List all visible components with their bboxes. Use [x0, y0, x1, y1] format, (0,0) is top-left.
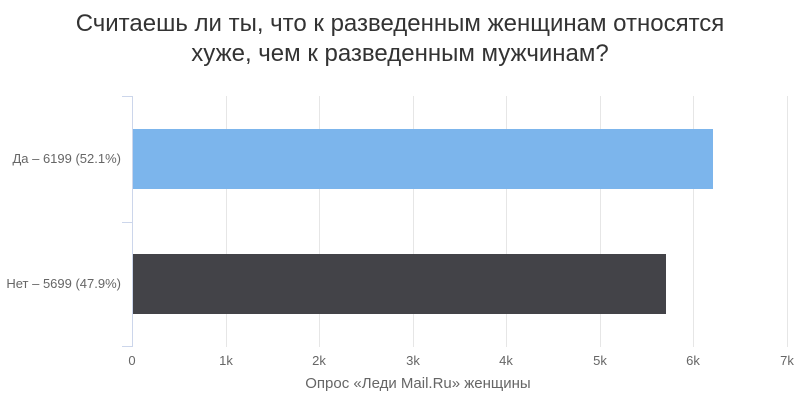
value-axis-label: 7k — [780, 353, 794, 368]
value-axis-label: 1k — [219, 353, 233, 368]
value-axis-label: 3k — [406, 353, 420, 368]
chart-title: Считаешь ли ты, что к разведенным женщин… — [0, 9, 800, 69]
category-label: Да – 6199 (52.1%) — [12, 151, 121, 166]
gridline — [226, 96, 227, 347]
chart-title-line1: Считаешь ли ты, что к разведенным женщин… — [75, 10, 725, 37]
chart-caption: Опрос «Леди Mail.Ru» женщины — [305, 375, 531, 392]
value-axis-label: 6k — [686, 353, 700, 368]
value-axis-label: 0 — [128, 353, 136, 368]
value-axis-label: 2k — [312, 353, 326, 368]
gridline — [787, 96, 788, 347]
category-label: Нет – 5699 (47.9%) — [6, 276, 121, 291]
category-axis-tick — [122, 346, 132, 347]
value-axis-label: 4k — [499, 353, 513, 368]
gridline — [413, 96, 414, 347]
gridline — [693, 96, 694, 347]
category-axis-tick — [122, 96, 132, 97]
gridline — [319, 96, 320, 347]
value-axis-label: 5k — [593, 353, 607, 368]
gridline — [600, 96, 601, 347]
category-axis-line — [132, 96, 133, 347]
bar-no — [133, 254, 666, 314]
gridline — [506, 96, 507, 347]
plot-area — [122, 96, 788, 347]
category-axis-tick — [122, 222, 132, 223]
chart-title-line2: хуже, чем к разведенным мужчинам? — [191, 40, 609, 67]
bar-yes — [133, 129, 713, 189]
